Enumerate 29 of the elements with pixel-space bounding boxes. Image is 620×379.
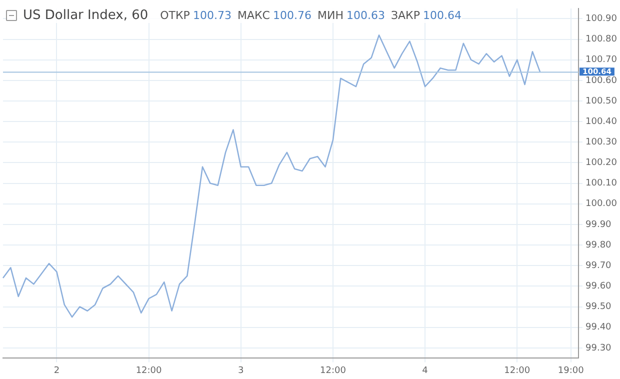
x-tick-label: 19:00 [558,366,584,376]
y-tick-label: 100.50 [586,96,618,106]
annotation: ЗАКР 100.64 [390,9,462,22]
annotation: МАКС 100.76 [237,9,312,22]
y-tick-label: 100.10 [586,178,618,189]
y-tick-label: 100.00 [586,199,618,210]
y-tick-label: 99.50 [586,302,612,312]
y-tick-label: 99.30 [586,343,612,354]
annotation: МИН 100.63 [317,9,385,22]
x-tick-label: 12:00 [136,366,162,376]
x-tick-label: 12:00 [504,366,530,376]
x-tick-label: 3 [238,366,244,376]
x-tick-label: 4 [422,366,428,376]
y-tick-label: 100.20 [586,158,618,168]
y-tick-label: 99.40 [586,322,612,333]
y-tick-label: 99.70 [586,260,612,271]
annotation: ОТКР 100.73 [160,9,232,22]
chart-title: US Dollar Index, 60 [23,8,148,23]
y-tick-label: 100.60 [586,76,618,86]
x-tick-label: 2 [54,366,60,376]
y-tick-label: 100.30 [586,137,618,148]
y-tick-label: 100.40 [586,116,618,127]
y-tick-label: 100.80 [586,34,618,45]
y-tick-label: 99.90 [586,220,612,230]
x-tick-label: 12:00 [320,366,346,376]
y-tick-label: 100.90 [586,14,618,24]
y-tick-label: 100.70 [586,55,618,66]
y-tick-label: 99.80 [586,240,612,250]
y-tick-label: 99.60 [586,282,612,292]
